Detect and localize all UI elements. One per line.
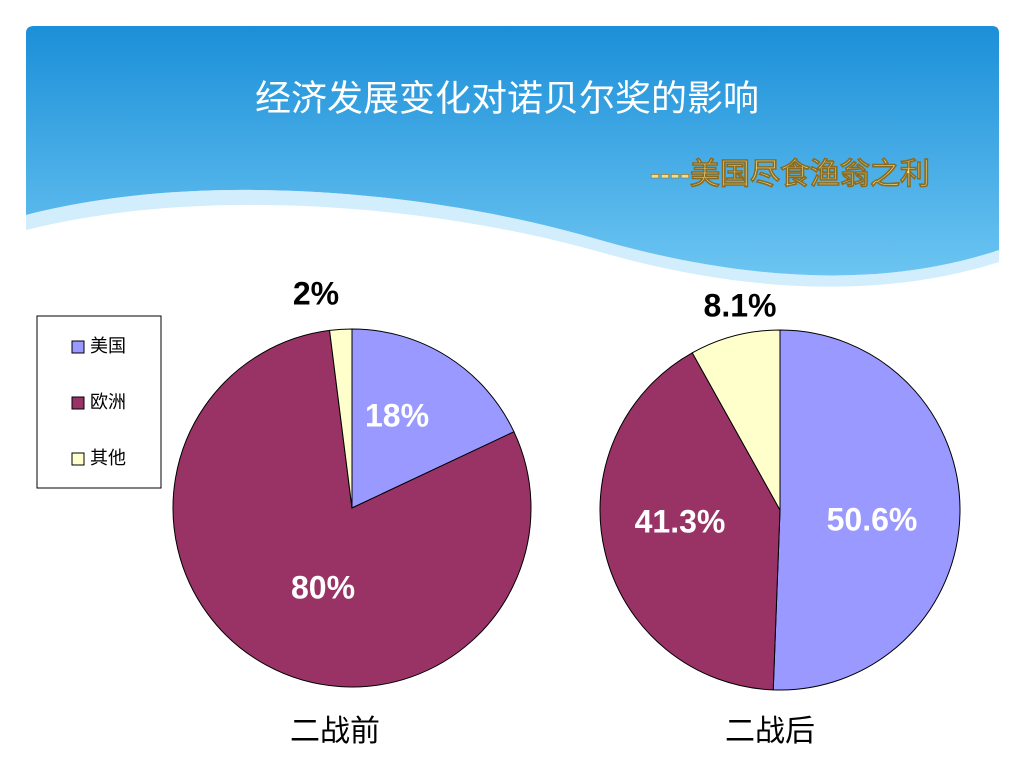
data-label: 8.1%	[704, 287, 777, 323]
pie-slice	[599, 352, 781, 691]
legend-label: 其他	[90, 448, 126, 468]
pie-slice	[772, 329, 961, 691]
chart-title: 二战后	[725, 715, 815, 748]
data-label: 41.3%	[635, 503, 726, 539]
legend-label: 欧洲	[90, 392, 126, 412]
pie-slice	[691, 329, 781, 512]
pie-slice	[351, 328, 515, 509]
header-wave	[26, 189, 999, 287]
slide-title: 经济发展变化对诺贝尔奖的影响	[255, 78, 759, 119]
legend-label: 美国	[90, 336, 126, 356]
data-label: 80%	[291, 569, 355, 605]
legend-swatch	[71, 452, 85, 466]
legend-swatch	[71, 396, 85, 410]
legend-swatch	[71, 340, 85, 354]
legend-box	[36, 315, 162, 489]
pie-slice	[172, 329, 532, 688]
data-label: 50.6%	[827, 501, 918, 537]
data-label: 2%	[293, 275, 339, 311]
data-label: 18%	[365, 397, 429, 433]
pie-slice	[329, 328, 353, 509]
chart-title: 二战前	[290, 715, 380, 748]
header-band	[26, 26, 999, 276]
slide-subtitle: ----美国尽食渔翁之利	[650, 157, 930, 191]
